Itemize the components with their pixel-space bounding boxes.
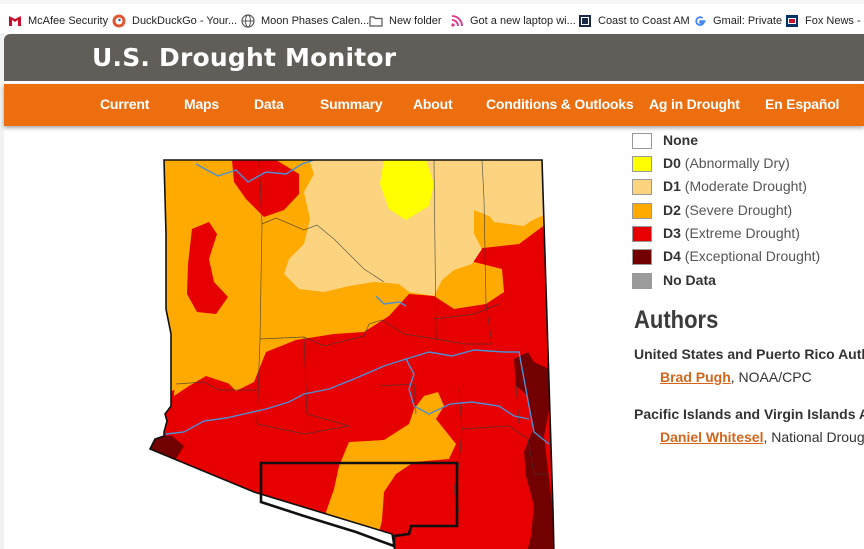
author-region-pacific: Pacific Islands and Virgin Islands Aut: [634, 406, 864, 422]
legend-desc-d4: (Exceptional Drought): [684, 248, 821, 264]
rivers: [165, 159, 550, 445]
d4-exceptional-east: [514, 352, 554, 549]
legend-desc-d3: (Extreme Drought): [684, 225, 800, 241]
duckduckgo-icon: [112, 14, 126, 28]
legend-swatch-d1: [632, 179, 652, 195]
web-page: U.S. Drought Monitor: [4, 34, 864, 549]
mcafee-icon: [9, 16, 21, 26]
authors-heading: Authors: [634, 306, 719, 334]
author-link-pugh[interactable]: Brad Pugh: [660, 369, 731, 385]
nav-about[interactable]: About: [413, 96, 453, 112]
legend-code-d3: D3: [663, 225, 681, 241]
arizona-state-outline: [148, 159, 555, 549]
rss-icon: [451, 15, 463, 27]
legend-code-d2: D2: [663, 202, 681, 218]
globe-icon: [241, 14, 255, 28]
legend-desc-d2: (Severe Drought): [684, 202, 793, 218]
d1-moderate-area: [284, 160, 546, 296]
nav-conditions-outlooks[interactable]: Conditions & Outlooks: [486, 96, 634, 112]
author-entry-whitesel: Daniel Whitesel, National Drougl: [660, 429, 864, 445]
nav-ag-in-drought[interactable]: Ag in Drought: [649, 96, 740, 112]
main-nav: Current Maps Data Summary About Conditio…: [4, 84, 864, 126]
highlight-region-outline: [259, 461, 459, 548]
site-header: U.S. Drought Monitor: [4, 34, 864, 81]
d1-moderate-ne: [474, 160, 546, 226]
browser-top-strip: [0, 0, 864, 4]
author-entry-pugh: Brad Pugh, NOAA/CPC: [660, 369, 812, 385]
nav-maps[interactable]: Maps: [184, 96, 219, 112]
nav-en-espanol[interactable]: En Español: [765, 96, 840, 112]
legend-swatch-d2: [632, 203, 652, 219]
author-org-whitesel: , National Drougl: [763, 429, 864, 445]
legend-swatch-d3: [632, 226, 652, 242]
legend-code-d1: D1: [663, 178, 681, 194]
legend-desc-d0: (Abnormally Dry): [684, 155, 790, 171]
county-lines: [175, 159, 549, 513]
legend-code-none: None: [663, 132, 698, 148]
legend-swatch-d0: [632, 156, 652, 172]
nav-data[interactable]: Data: [254, 96, 284, 112]
coast-icon: [579, 15, 591, 27]
legend-swatch-no-data: [632, 273, 652, 289]
legend-swatch-none: [632, 133, 652, 149]
folder-icon: [369, 16, 383, 27]
nav-summary[interactable]: Summary: [320, 96, 383, 112]
legend-desc-d1: (Moderate Drought): [684, 178, 807, 194]
d3-extreme-nw: [187, 222, 228, 314]
legend-code-d0: D0: [663, 155, 681, 171]
nav-current[interactable]: Current: [100, 96, 150, 112]
legend-swatch-d4: [632, 249, 652, 265]
d2-severe-west: [174, 346, 249, 396]
site-title[interactable]: U.S. Drought Monitor: [92, 43, 397, 72]
arizona-drought-map: [148, 159, 555, 549]
legend-code-no-data: No Data: [663, 272, 716, 288]
author-region-us-pr: United States and Puerto Rico Autho: [634, 346, 864, 362]
bookmarks-bar: McAfee Security DuckDuckGo - Your... Moo…: [0, 0, 864, 35]
author-org-pugh: , NOAA/CPC: [730, 369, 812, 385]
d2-severe-south: [326, 392, 456, 546]
legend-code-d4: D4: [663, 248, 681, 264]
fox-icon: [786, 15, 798, 27]
author-link-whitesel[interactable]: Daniel Whitesel: [660, 429, 764, 445]
google-icon: [695, 16, 706, 26]
d0-abnormally-dry: [380, 160, 434, 220]
